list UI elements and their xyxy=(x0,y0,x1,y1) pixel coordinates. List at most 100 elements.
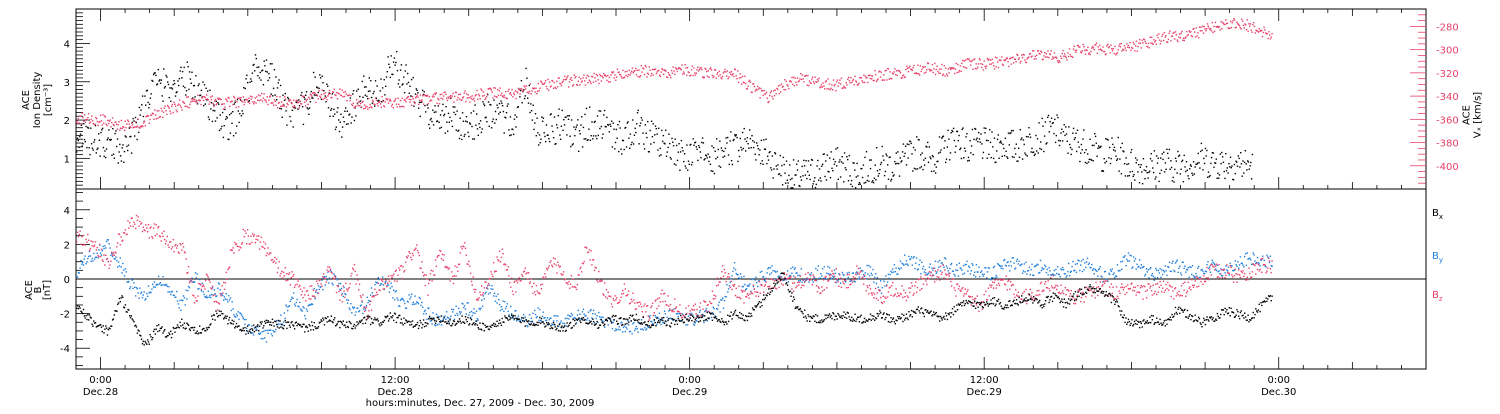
point-ion_density xyxy=(752,140,753,141)
point-ion_density xyxy=(1073,128,1074,129)
point-ion_density xyxy=(333,109,334,110)
point-by xyxy=(426,313,427,314)
point-ion_density xyxy=(861,168,862,169)
point-by xyxy=(414,295,415,296)
point-ion_density xyxy=(667,151,668,152)
point-by xyxy=(460,313,461,314)
point-velocity_vx xyxy=(1192,36,1193,37)
point-by xyxy=(588,312,589,313)
point-velocity_vx xyxy=(1019,62,1020,63)
point-ion_density xyxy=(1167,153,1168,154)
point-by xyxy=(186,298,187,299)
point-velocity_vx xyxy=(635,68,636,69)
point-by xyxy=(346,299,347,300)
point-bz xyxy=(325,278,326,279)
point-by xyxy=(743,276,744,277)
point-ion_density xyxy=(1033,151,1034,152)
point-ion_density xyxy=(274,69,275,70)
point-velocity_vx xyxy=(864,82,865,83)
point-ion_density xyxy=(552,131,553,132)
point-ion_density xyxy=(116,146,117,147)
point-velocity_vx xyxy=(997,61,998,62)
point-velocity_vx xyxy=(413,101,414,102)
point-by xyxy=(325,284,326,285)
point-ion_density xyxy=(806,178,807,179)
point-velocity_vx xyxy=(486,96,487,97)
point-by xyxy=(77,276,78,277)
point-ion_density xyxy=(707,157,708,158)
point-bz xyxy=(222,292,223,293)
point-velocity_vx xyxy=(690,75,691,76)
point-bz xyxy=(214,294,215,295)
point-by xyxy=(1031,264,1032,265)
point-by xyxy=(981,270,982,271)
point-velocity_vx xyxy=(574,77,575,78)
point-by xyxy=(385,281,386,282)
point-velocity_vx xyxy=(203,100,204,101)
point-by xyxy=(1039,272,1040,273)
point-velocity_vx xyxy=(447,100,448,101)
point-ion_density xyxy=(810,164,811,165)
point-ion_density xyxy=(915,168,916,169)
point-ion_density xyxy=(836,165,837,166)
point-bz xyxy=(343,285,344,286)
point-by xyxy=(199,279,200,280)
point-bz xyxy=(352,268,353,269)
point-velocity_vx xyxy=(412,96,413,97)
point-ion_density xyxy=(511,134,512,135)
point-bz xyxy=(238,249,239,250)
point-ion_density xyxy=(1130,152,1131,153)
point-ion_density xyxy=(609,131,610,132)
point-ion_density xyxy=(898,163,899,164)
point-velocity_vx xyxy=(191,98,192,99)
point-velocity_vx xyxy=(121,120,122,121)
point-ion_density xyxy=(169,97,170,98)
point-by xyxy=(1030,274,1031,275)
point-velocity_vx xyxy=(134,126,135,127)
point-by xyxy=(890,271,891,272)
point-by xyxy=(1210,272,1211,273)
point-velocity_vx xyxy=(265,100,266,101)
point-ion_density xyxy=(1149,171,1150,172)
point-bz xyxy=(138,225,139,226)
point-by xyxy=(142,297,143,298)
point-ion_density xyxy=(954,140,955,141)
point-ion_density xyxy=(1234,164,1235,165)
point-bz xyxy=(147,231,148,232)
point-velocity_vx xyxy=(111,122,112,123)
point-by xyxy=(853,272,854,273)
point-ion_density xyxy=(83,123,84,124)
point-ion_density xyxy=(619,121,620,122)
point-velocity_vx xyxy=(1081,52,1082,53)
point-bz xyxy=(279,261,280,262)
point-bz xyxy=(276,259,277,260)
point-bz xyxy=(104,264,105,265)
point-velocity_vx xyxy=(987,58,988,59)
point-ion_density xyxy=(1037,138,1038,139)
point-ion_density xyxy=(525,68,526,69)
point-ion_density xyxy=(666,156,667,157)
point-bz xyxy=(246,243,247,244)
point-velocity_vx xyxy=(124,130,125,131)
point-by xyxy=(1080,264,1081,265)
point-velocity_vx xyxy=(1230,21,1231,22)
point-ion_density xyxy=(1238,155,1239,156)
point-ion_density xyxy=(718,165,719,166)
point-bz xyxy=(340,290,341,291)
point-by xyxy=(421,302,422,303)
point-ion_density xyxy=(386,76,387,77)
point-by xyxy=(696,321,697,322)
point-by xyxy=(942,262,943,263)
point-bz xyxy=(273,261,274,262)
point-velocity_vx xyxy=(255,97,256,98)
point-velocity_vx xyxy=(451,97,452,98)
point-velocity_vx xyxy=(1150,42,1151,43)
point-velocity_vx xyxy=(824,88,825,89)
point-bz xyxy=(303,287,304,288)
point-ion_density xyxy=(508,129,509,130)
point-velocity_vx xyxy=(722,76,723,77)
point-velocity_vx xyxy=(601,80,602,81)
point-by xyxy=(1152,273,1153,274)
point-by xyxy=(490,288,491,289)
point-ion_density xyxy=(495,111,496,112)
